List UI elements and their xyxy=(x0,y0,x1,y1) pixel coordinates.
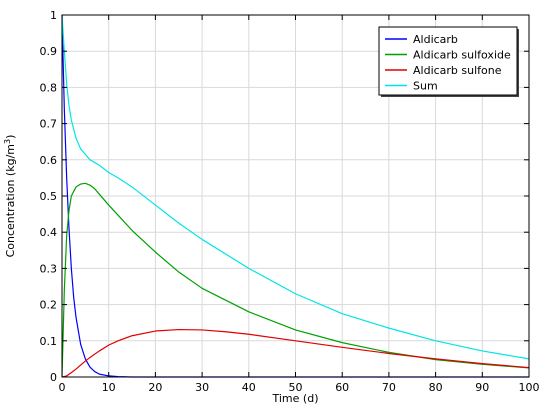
y-tick-label: 0.8 xyxy=(40,81,58,94)
series-line-sum xyxy=(61,14,530,360)
y-tick-label: 1 xyxy=(50,9,57,22)
series-line-aldicarb-sulfone xyxy=(61,328,530,378)
x-tick-label: 20 xyxy=(148,381,162,394)
y-tick-label: 0.5 xyxy=(40,190,58,203)
x-tick-label: 0 xyxy=(59,381,66,394)
y-axis-label-end: ) xyxy=(4,135,17,139)
legend: Aldicarb Aldicarb sulfoxide Aldicarb sulfo… xyxy=(378,26,519,97)
y-tick-label: 0.1 xyxy=(40,335,58,348)
y-tick-label: 0.7 xyxy=(40,118,58,131)
x-tick-label: 40 xyxy=(242,381,256,394)
legend-label: Aldicarb xyxy=(413,33,458,46)
x-tick-label: 10 xyxy=(102,381,116,394)
x-tick-label: 30 xyxy=(195,381,209,394)
x-tick-labels: 0 10 20 30 40 50 60 70 80 90 100 xyxy=(59,381,540,394)
y-axis-label: Concentration (kg/m3) xyxy=(3,135,18,258)
x-axis-label: Time (d) xyxy=(272,392,319,405)
y-tick-label: 0.4 xyxy=(40,226,58,239)
y-axis-label-superscript: 3 xyxy=(3,139,12,144)
axis-ticks xyxy=(61,14,530,378)
y-tick-label: 0.6 xyxy=(40,154,58,167)
y-tick-label: 0.3 xyxy=(40,262,58,275)
x-tick-label: 90 xyxy=(475,381,489,394)
x-tick-label: 50 xyxy=(289,381,303,394)
legend-label: Aldicarb sulfoxide xyxy=(413,49,511,62)
series-lines xyxy=(61,14,530,378)
y-axis-label-main: Concentration (kg/m xyxy=(4,144,17,257)
y-tick-labels: 0 0.1 0.2 0.3 0.4 0.5 0.6 0.7 0.8 0.9 1 xyxy=(40,9,58,384)
y-tick-label: 0 xyxy=(50,371,57,384)
legend-label: Aldicarb sulfone xyxy=(413,64,502,77)
series-line-aldicarb-sulfoxide xyxy=(61,182,530,378)
x-tick-label: 80 xyxy=(429,381,443,394)
x-tick-label: 70 xyxy=(382,381,396,394)
x-tick-label: 60 xyxy=(335,381,349,394)
legend-label: Sum xyxy=(413,80,438,93)
x-tick-label: 100 xyxy=(519,381,540,394)
y-tick-label: 0.9 xyxy=(40,45,58,58)
y-tick-label: 0.2 xyxy=(40,299,58,312)
